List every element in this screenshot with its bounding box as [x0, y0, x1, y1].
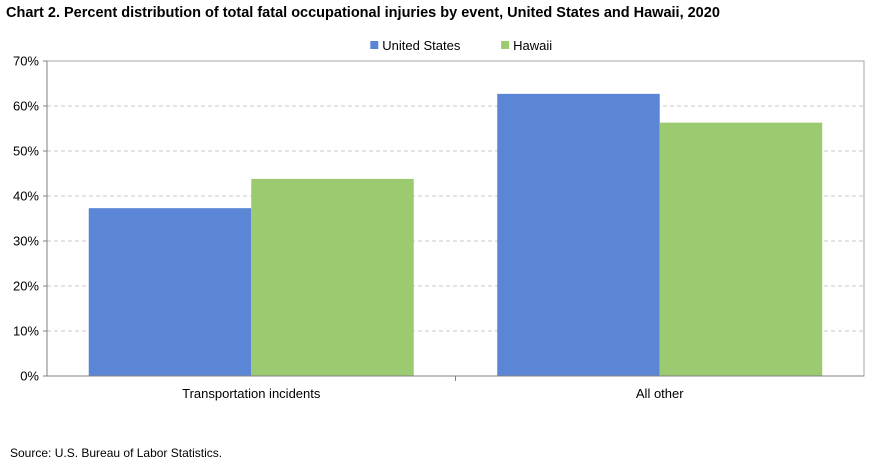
legend-label: United States: [382, 38, 461, 53]
bar-hawaii-1: [251, 178, 414, 376]
y-tick-label: 10%: [13, 324, 39, 339]
bars: [88, 93, 823, 377]
legend-swatch: [370, 41, 379, 49]
bar-chart: 0% 10% 20% 30% 40% 50% 60% 70% Transportation i…: [13, 38, 865, 401]
chart-title: Chart 2. Percent distribution of total f…: [6, 5, 720, 21]
y-tick-label: 30%: [13, 234, 39, 249]
x-tick-label: Transportation incidents: [182, 386, 321, 401]
y-tick-label: 40%: [13, 189, 39, 204]
y-tick-label: 50%: [13, 144, 39, 159]
legend: United States Hawaii: [370, 38, 552, 53]
bar-hawaii-2: [659, 122, 823, 377]
x-tick-label: All other: [636, 386, 684, 401]
legend-label: Hawaii: [513, 38, 552, 53]
y-tick-label: 0%: [20, 369, 39, 384]
x-tick-labels: Transportation incidents All other: [182, 386, 684, 401]
y-tick-label: 60%: [13, 99, 39, 114]
bar-united-states-1: [88, 208, 252, 376]
legend-swatch: [501, 41, 510, 49]
y-tick-label: 20%: [13, 279, 39, 294]
source-note: Source: U.S. Bureau of Labor Statistics.: [10, 446, 223, 460]
axes: [43, 60, 865, 381]
y-tick-labels: 0% 10% 20% 30% 40% 50% 60% 70%: [13, 54, 39, 384]
y-tick-label: 70%: [13, 54, 39, 69]
bar-united-states-2: [497, 93, 660, 376]
